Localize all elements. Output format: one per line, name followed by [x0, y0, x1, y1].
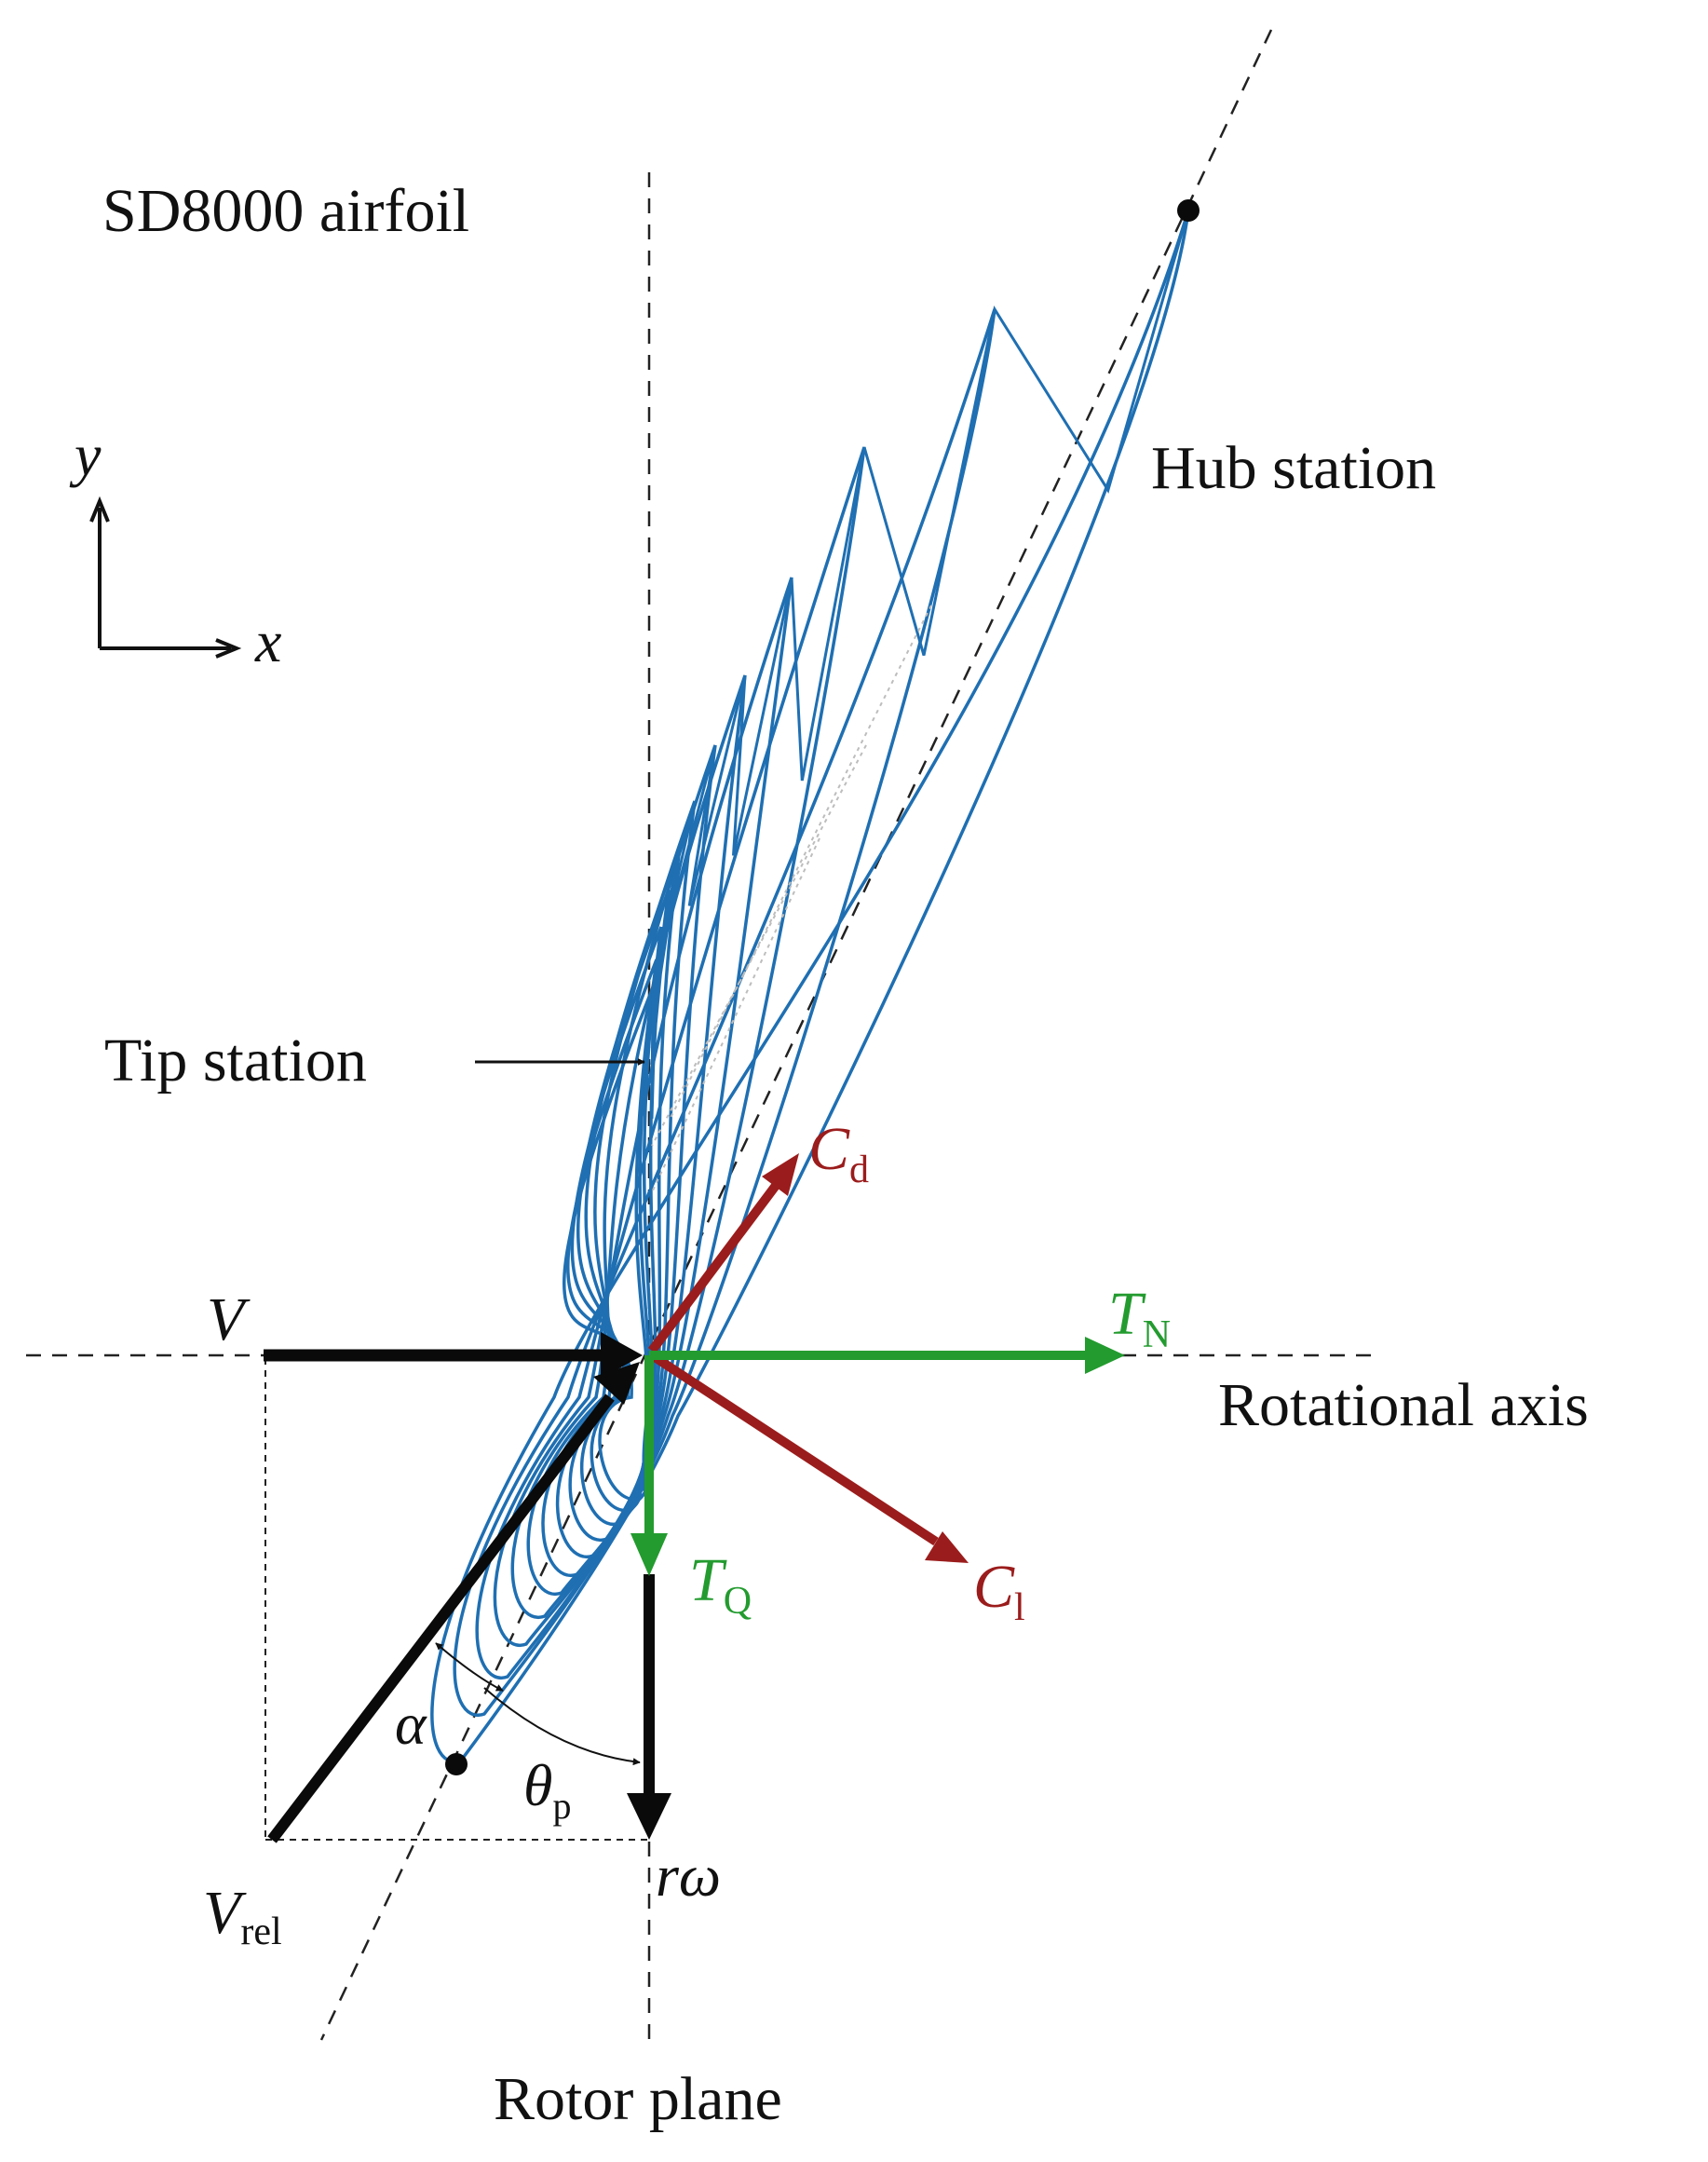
tip-station-label: Tip station: [104, 1027, 367, 1095]
blade-section-profile: [493, 577, 793, 1648]
v-arrow: [264, 1332, 643, 1379]
chord-guide-line: [670, 605, 932, 1119]
hub-point: [1177, 199, 1200, 222]
cd-arrow: [648, 1153, 799, 1353]
tq-arrow: [630, 1355, 668, 1576]
tip-point: [445, 1753, 468, 1775]
velocity-triangle-guides: [264, 1358, 649, 1841]
r-omega-label: rω: [656, 1842, 721, 1909]
rotor-plane-label: Rotor plane: [494, 2065, 782, 2133]
r-omega-arrow: [627, 1574, 671, 1840]
chord-guide-line: [651, 744, 867, 1147]
axis-x-label: x: [254, 608, 281, 674]
rotational-axis-label: Rotational axis: [1218, 1371, 1589, 1439]
blade-section-profile: [541, 800, 697, 1578]
axis-y-label: y: [69, 422, 102, 488]
tq-label: TQ: [689, 1546, 752, 1623]
blade-section-profile: [570, 926, 663, 1527]
force-vectors: [630, 1153, 1125, 1576]
theta-p-label: θp: [523, 1752, 571, 1827]
hub-station-label: Hub station: [1151, 434, 1436, 502]
trailing-edge-outline: [650, 210, 1190, 1120]
blade-section-profile: [453, 308, 996, 1717]
theta-p-arc: [483, 1687, 641, 1766]
blade-section-profile: [566, 959, 658, 1513]
xy-axes-icon: [89, 496, 242, 659]
tn-label: TN: [1108, 1280, 1171, 1356]
alpha-label: α: [395, 1691, 427, 1757]
cl-label: Cl: [973, 1553, 1025, 1629]
blade-sections: [430, 210, 1190, 1763]
cl-arrow: [649, 1351, 969, 1563]
velocity-vectors: [264, 1332, 671, 1843]
blade-section-profile: [475, 446, 866, 1680]
v-label: V: [207, 1285, 251, 1353]
reference-lines: [26, 29, 1376, 2045]
blade-section-profile: [510, 674, 747, 1620]
pitch-chord-line: [319, 29, 1273, 2041]
tn-arrow: [649, 1337, 1125, 1374]
chord-guide-line: [651, 837, 820, 1193]
v-rel-arrow: [267, 1362, 640, 1843]
v-rel-label: Vrel: [203, 1879, 282, 1953]
airfoil-label: SD8000 airfoil: [102, 177, 469, 245]
angle-indicators: [435, 1642, 641, 1766]
blade-section-profile: [526, 744, 717, 1597]
blade-section-profile: [568, 889, 671, 1543]
blade-section-profile: [555, 847, 682, 1559]
alpha-arc: [435, 1642, 504, 1692]
blade-section-profile: [563, 986, 655, 1502]
cd-label: Cd: [808, 1115, 869, 1191]
